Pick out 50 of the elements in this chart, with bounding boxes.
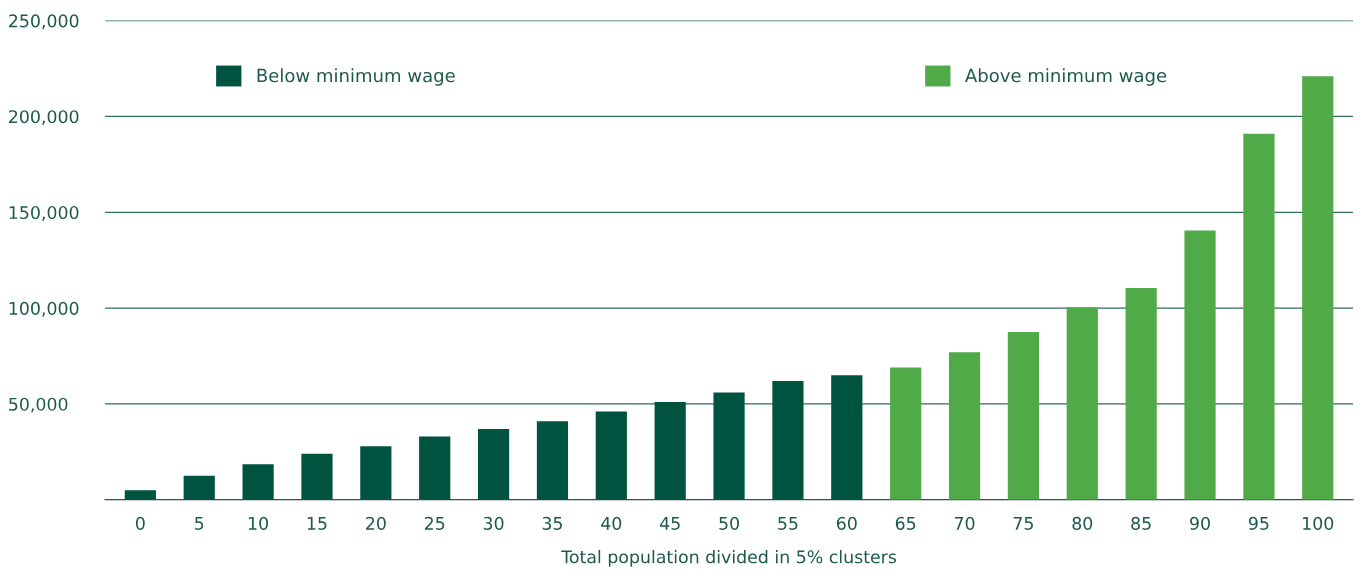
- bar: [301, 453, 333, 500]
- bar: [124, 490, 156, 500]
- y-tick-label: 100,000: [9, 301, 79, 317]
- bar: [1302, 76, 1334, 500]
- bar: [890, 367, 922, 500]
- x-tick-label: 90: [1190, 516, 1210, 530]
- bar: [831, 375, 863, 500]
- bar: [1066, 307, 1098, 500]
- x-tick-label: 30: [483, 516, 504, 530]
- x-tick-label: 65: [895, 516, 916, 530]
- legend-label: Above minimum wage: [965, 68, 1167, 86]
- bar: [1243, 133, 1275, 500]
- x-tick-label: 10: [248, 516, 268, 530]
- bar: [595, 411, 627, 500]
- bar: [360, 446, 392, 500]
- bar: [654, 402, 686, 500]
- bar: [242, 464, 274, 500]
- y-tick-label: 150,000: [9, 205, 79, 221]
- y-tick-label: 250,000: [9, 14, 79, 30]
- y-tick-label: 200,000: [9, 110, 79, 126]
- x-tick-label: 55: [778, 517, 798, 530]
- x-tick-label: 0: [135, 516, 145, 530]
- bar: [772, 380, 804, 500]
- bar: [1184, 230, 1216, 500]
- x-tick-label: 15: [307, 517, 327, 530]
- x-tick-label: 100: [1303, 516, 1334, 530]
- x-tick-label: 80: [1072, 516, 1093, 530]
- bar: [536, 421, 569, 500]
- bar: [1007, 332, 1040, 500]
- bar: [419, 436, 451, 500]
- x-tick-label: 85: [1131, 516, 1151, 530]
- x-tick-label: 50: [719, 516, 739, 530]
- x-tick-label: 25: [424, 516, 445, 530]
- x-tick-label: 95: [1248, 516, 1269, 530]
- x-tick-label: 35: [542, 516, 562, 530]
- x-tick-label: 75: [1013, 517, 1033, 530]
- bar: [477, 428, 510, 500]
- x-axis-title: Total population divided in 5% clusters: [561, 549, 897, 567]
- bar: [713, 392, 745, 500]
- legend-label: Below minimum wage: [257, 68, 455, 86]
- x-tick-label: 45: [659, 517, 680, 530]
- bar: [1125, 287, 1157, 500]
- x-tick-label: 5: [195, 517, 204, 530]
- x-tick-label: 40: [601, 516, 622, 530]
- bar: [183, 475, 215, 500]
- x-tick-label: 20: [366, 516, 386, 530]
- x-tick-label: 70: [954, 516, 975, 530]
- x-tick-label: 60: [836, 516, 857, 530]
- bar: [948, 352, 981, 500]
- y-tick-label: 50,000: [9, 397, 68, 413]
